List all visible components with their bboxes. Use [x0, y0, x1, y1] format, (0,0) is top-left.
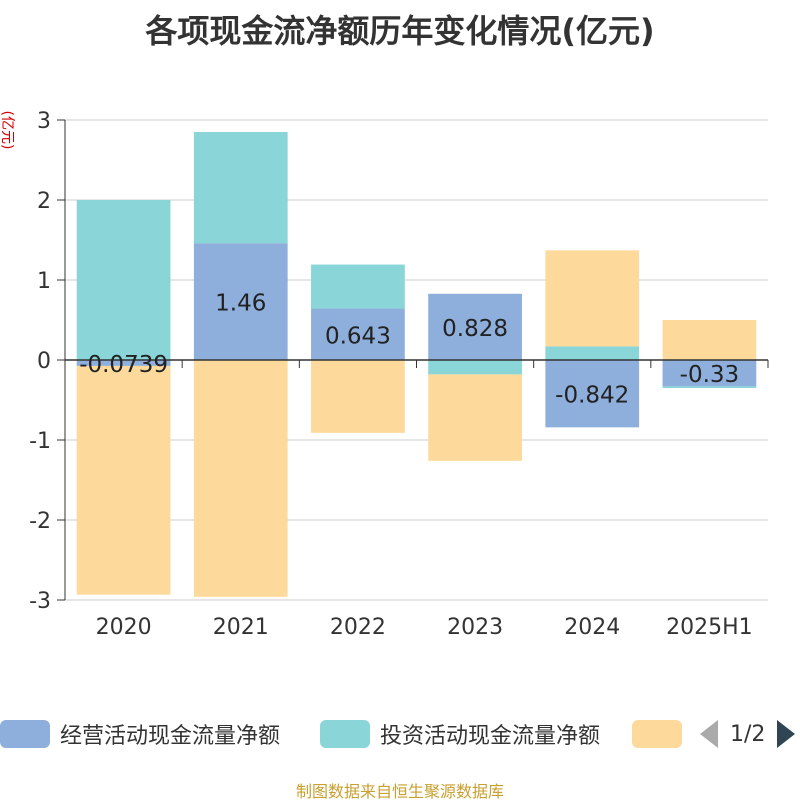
- y-tick-label: -3: [29, 589, 51, 614]
- x-tick-label: 2025H1: [666, 615, 753, 640]
- bar-segment[interactable]: [545, 360, 640, 428]
- data-source-footer: 制图数据来自恒生聚源数据库: [295, 782, 504, 801]
- axes: 3 2 1 0 -1 -2 -3 2020 2021 2022 2023 2024 2025H1: [29, 109, 769, 640]
- bar-segment[interactable]: [76, 200, 171, 360]
- data-labels: -0.0739 1.46 0.643 0.828 -0.842 -0.33: [79, 291, 739, 409]
- bars: [76, 132, 757, 597]
- y-tick-label: 0: [37, 349, 51, 374]
- data-label: -0.33: [680, 362, 740, 388]
- chart-plot: 3 2 1 0 -1 -2 -3 2020 2021 2022 2023 2024 2025H1 -0.…: [29, 109, 769, 640]
- chart-title: 各项现金流净额历年变化情况(亿元): [145, 12, 655, 50]
- bar-segment[interactable]: [428, 374, 522, 461]
- legend-pager: 1/2: [700, 714, 796, 754]
- y-tick-label: 1: [37, 269, 51, 294]
- legend-swatch-investing: [320, 720, 370, 748]
- legend-swatch-operating: [0, 720, 50, 748]
- bar-segment[interactable]: [545, 250, 640, 347]
- legend-item-investing[interactable]: 投资活动现金流量净额: [320, 714, 600, 754]
- x-tick-label: 2021: [213, 615, 269, 640]
- grid-lines: [65, 119, 768, 601]
- bar-segment[interactable]: [545, 346, 640, 360]
- data-label: 1.46: [215, 291, 266, 317]
- x-tick-label: 2020: [96, 615, 152, 640]
- x-tick-label: 2024: [564, 615, 620, 640]
- x-tick-label: 2022: [330, 615, 386, 640]
- y-tick-label: -2: [29, 509, 51, 534]
- bar-segment[interactable]: [662, 360, 757, 387]
- bar-segment[interactable]: [428, 293, 522, 360]
- bar-segment[interactable]: [311, 360, 405, 433]
- bar-segment[interactable]: [76, 360, 171, 366]
- legend-item-operating[interactable]: 经营活动现金流量净额: [0, 714, 280, 754]
- x-tick-label: 2023: [447, 615, 503, 640]
- data-label: 0.643: [325, 323, 391, 349]
- legend-page-indicator: 1/2: [730, 721, 766, 747]
- pager-prev-icon[interactable]: [700, 720, 718, 748]
- legend-label-operating: 经营活动现金流量净额: [60, 724, 281, 749]
- bar-segment[interactable]: [193, 360, 288, 597]
- bar-segment[interactable]: [193, 132, 288, 244]
- bar-segment[interactable]: [428, 360, 522, 375]
- data-label: -0.842: [555, 383, 629, 409]
- data-label: -0.0739: [79, 352, 168, 378]
- bar-segment[interactable]: [311, 308, 405, 360]
- bar-segment[interactable]: [193, 243, 288, 360]
- legend: 经营活动现金流量净额 投资活动现金流量净额 1/2: [0, 714, 800, 754]
- legend-item-financing[interactable]: [632, 714, 682, 754]
- data-label: 0.828: [442, 316, 508, 342]
- pager-next-icon[interactable]: [777, 720, 796, 748]
- bar-segment[interactable]: [311, 264, 405, 309]
- legend-label-investing: 投资活动现金流量净额: [380, 724, 601, 749]
- y-tick-label: 3: [37, 109, 51, 134]
- legend-swatch-financing: [632, 720, 682, 748]
- bar-segment[interactable]: [76, 365, 171, 595]
- y-tick-label: 2: [37, 189, 51, 214]
- y-tick-label: -1: [29, 429, 51, 454]
- bar-segment[interactable]: [662, 320, 757, 360]
- bar-segment[interactable]: [662, 386, 757, 388]
